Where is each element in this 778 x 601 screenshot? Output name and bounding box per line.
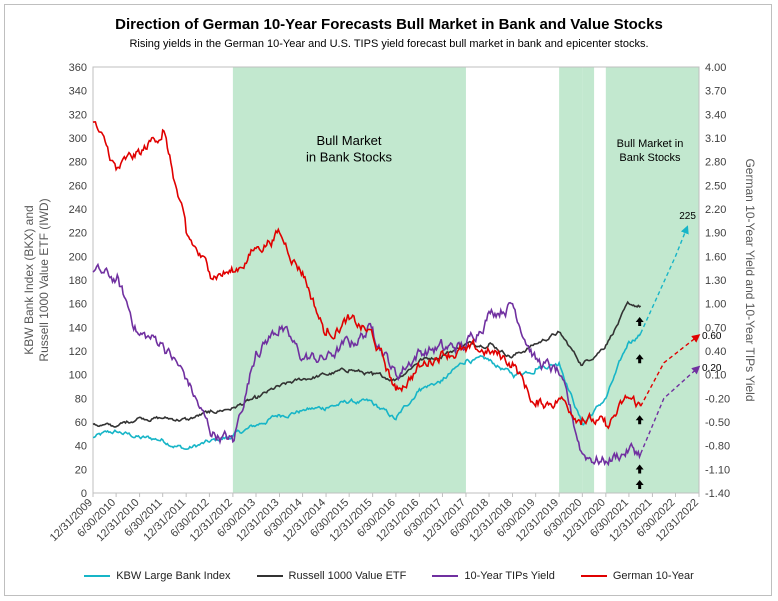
y-right-tick-label: 2.80	[705, 157, 726, 169]
legend-item: 10-Year TIPs Yield	[432, 568, 555, 584]
legend-label: German 10-Year	[612, 570, 694, 582]
shaded-region-1	[559, 67, 583, 493]
y-right-tick-label: 0.70	[705, 322, 726, 334]
chart-subtitle: Rising yields in the German 10-Year and …	[129, 38, 649, 50]
forecast-line-2	[640, 365, 701, 454]
y-left-tick-label: 80	[75, 393, 87, 405]
y-right-tick-label: 3.10	[705, 133, 726, 145]
forecast-line-1	[640, 334, 701, 407]
up-arrow-german	[635, 415, 644, 425]
y-right-tick-label: 1.30	[705, 275, 726, 287]
legend-label: Russell 1000 Value ETF	[288, 570, 407, 582]
y-right-tick-label: 0.40	[705, 346, 726, 358]
series-line-german-10-year	[92, 121, 642, 430]
y-left-tick-label: 100	[69, 370, 87, 382]
y-right-tick-label: 3.70	[705, 86, 726, 98]
up-arrow-tips	[635, 464, 644, 474]
legend-label: KBW Large Bank Index	[116, 570, 231, 582]
y-left-tick-label: 180	[69, 275, 87, 287]
legend-swatch	[256, 575, 283, 577]
y-axis-left-label: KBW Bank Index (BKX) andRussell 1000 Val…	[22, 198, 51, 361]
y-left-tick-label: 340	[69, 86, 87, 98]
y-right-tick-label: -0.20	[705, 393, 730, 405]
legend-item: Russell 1000 Value ETF	[256, 568, 407, 584]
legend-item: KBW Large Bank Index	[84, 568, 231, 584]
y-right-tick-label: 3.40	[705, 109, 726, 121]
y-left-tick-label: 360	[69, 62, 87, 74]
up-arrow-kbw	[635, 354, 644, 364]
y-axis-right-label: German 10-Year Yield and 10-Year TIPs Yi…	[743, 158, 757, 401]
y-right-tick-label: 1.00	[705, 299, 726, 311]
y-right-tick-label: -0.80	[705, 441, 730, 453]
forecast-label-kbw: 225	[679, 211, 696, 222]
y-left-tick-label: 60	[75, 417, 87, 429]
legend-item: German 10-Year	[580, 568, 694, 584]
forecast-label-german: 0.60	[702, 331, 722, 342]
y-left-tick-label: 40	[75, 441, 87, 453]
y-left-tick-label: 200	[69, 251, 87, 263]
up-arrow-iwd	[635, 317, 644, 327]
legend-swatch	[432, 575, 459, 577]
y-right-tick-label: 4.00	[705, 62, 726, 74]
y-left-tick-label: 140	[69, 322, 87, 334]
series-line-russell-1000-value-etf	[92, 300, 642, 428]
y-left-tick-label: 160	[69, 299, 87, 311]
legend-label: 10-Year TIPs Yield	[464, 570, 555, 582]
legend-swatch	[580, 575, 607, 577]
shaded-region-2	[582, 67, 595, 493]
y-right-tick-label: 1.90	[705, 228, 726, 240]
y-right-tick-label: -1.10	[705, 464, 730, 476]
legend: KBW Large Bank Index Russell 1000 Value E…	[0, 568, 778, 584]
chart-title: Direction of German 10-Year Forecasts Bu…	[115, 16, 663, 33]
y-left-tick-label: 240	[69, 204, 87, 216]
y-left-tick-label: 20	[75, 464, 87, 476]
y-left-tick-label: 300	[69, 133, 87, 145]
forecast-line-0	[640, 225, 689, 334]
y-left-tick-label: 0	[81, 488, 87, 500]
annotation-bull-market-2: Bull Market in Bank Stocks	[617, 138, 684, 164]
y-left-tick-label: 320	[69, 109, 87, 121]
y-right-tick-label: 1.60	[705, 251, 726, 263]
shaded-region-0	[232, 67, 466, 493]
y-left-tick-label: 120	[69, 346, 87, 358]
y-left-tick-label: 260	[69, 180, 87, 192]
y-left-tick-label: 280	[69, 157, 87, 169]
y-right-tick-label: -0.50	[705, 417, 730, 429]
shaded-region-3	[605, 67, 699, 493]
y-right-tick-label: 2.50	[705, 180, 726, 192]
y-right-tick-label: -1.40	[705, 488, 730, 500]
annotation-bull-market-1: Bull Market in Bank Stocks	[306, 133, 392, 164]
y-right-tick-label: 0.10	[705, 370, 726, 382]
legend-swatch	[84, 575, 111, 577]
up-arrow-axis	[635, 480, 644, 489]
y-right-tick-label: 2.20	[705, 204, 726, 216]
forecast-label-tips: 0.20	[702, 363, 722, 374]
y-left-tick-label: 220	[69, 228, 87, 240]
